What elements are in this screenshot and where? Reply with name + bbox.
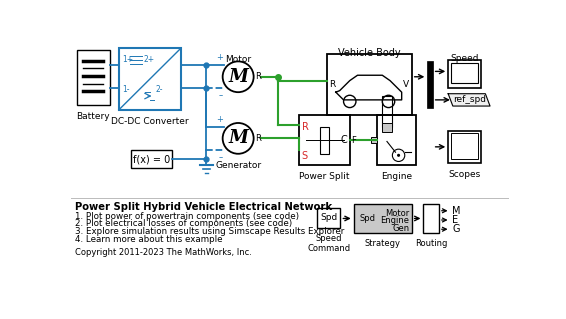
Text: Spd: Spd xyxy=(360,214,376,223)
Text: –: – xyxy=(218,153,222,162)
Text: F: F xyxy=(351,136,356,145)
Text: C: C xyxy=(341,135,348,145)
Bar xyxy=(377,115,415,165)
Bar xyxy=(451,63,478,83)
Text: Gen: Gen xyxy=(392,224,409,233)
Text: R: R xyxy=(329,80,335,89)
Text: Speed: Speed xyxy=(450,55,479,63)
Bar xyxy=(131,150,171,168)
Text: DC-DC Converter: DC-DC Converter xyxy=(111,117,188,126)
Text: f(x) = 0: f(x) = 0 xyxy=(132,154,170,164)
Text: 2-: 2- xyxy=(156,85,164,94)
Text: R: R xyxy=(255,134,261,143)
Text: Copyright 2011-2023 The MathWorks, Inc.: Copyright 2011-2023 The MathWorks, Inc. xyxy=(75,248,252,257)
Text: 2+: 2+ xyxy=(144,55,155,63)
Circle shape xyxy=(222,123,254,154)
Text: Engine: Engine xyxy=(380,216,409,225)
Text: Scopes: Scopes xyxy=(448,170,481,179)
Bar xyxy=(448,60,481,87)
Circle shape xyxy=(222,61,254,92)
Text: Power Split: Power Split xyxy=(299,172,350,181)
Bar xyxy=(327,54,411,115)
Text: Power Split Hybrid Vehicle Electrical Network: Power Split Hybrid Vehicle Electrical Ne… xyxy=(75,202,332,212)
Text: 3. Explore simulation results using Simscape Results Explorer: 3. Explore simulation results using Sims… xyxy=(75,227,345,236)
Bar xyxy=(317,208,341,228)
Bar xyxy=(448,131,481,163)
Text: R: R xyxy=(255,72,261,81)
Text: Vehicle Body: Vehicle Body xyxy=(338,48,400,58)
Text: 4. Learn more about this example: 4. Learn more about this example xyxy=(75,235,223,244)
Circle shape xyxy=(344,95,356,108)
Text: M: M xyxy=(228,130,248,147)
Text: M: M xyxy=(228,68,248,86)
Text: –: – xyxy=(218,92,222,100)
Bar xyxy=(427,61,432,108)
Text: +: + xyxy=(216,115,222,124)
Bar xyxy=(77,50,109,105)
Bar xyxy=(354,204,411,233)
Circle shape xyxy=(397,154,400,157)
Text: 1. Plot power of powertrain components (see code): 1. Plot power of powertrain components (… xyxy=(75,211,299,220)
Text: Generator: Generator xyxy=(215,161,261,170)
Text: R: R xyxy=(302,122,308,132)
Text: Engine: Engine xyxy=(381,172,412,181)
Text: G: G xyxy=(452,224,460,234)
Bar xyxy=(381,96,392,127)
Text: Strategy: Strategy xyxy=(365,239,401,248)
Text: M: M xyxy=(452,206,461,216)
Text: +: + xyxy=(216,53,222,62)
Circle shape xyxy=(382,95,395,108)
Text: E: E xyxy=(452,215,458,225)
Bar xyxy=(381,123,392,132)
Bar xyxy=(320,127,329,154)
Text: Motor: Motor xyxy=(225,55,251,64)
Bar xyxy=(451,133,478,159)
Text: Motor: Motor xyxy=(385,209,409,218)
Polygon shape xyxy=(448,94,490,106)
Text: Routing: Routing xyxy=(415,239,447,248)
Text: V: V xyxy=(404,80,409,89)
Bar xyxy=(119,48,181,110)
Text: 1+: 1+ xyxy=(122,55,133,63)
Bar xyxy=(299,115,350,165)
Bar xyxy=(423,204,439,233)
Text: Spd: Spd xyxy=(320,213,337,222)
Text: 2. Plot electrical losses of components (see code): 2. Plot electrical losses of components … xyxy=(75,219,293,228)
Text: Speed
Command: Speed Command xyxy=(307,234,350,253)
Bar xyxy=(371,137,377,143)
Text: ref_spd: ref_spd xyxy=(453,95,486,104)
Text: 1-: 1- xyxy=(122,85,130,94)
Text: S: S xyxy=(302,151,308,161)
Text: Battery: Battery xyxy=(76,112,110,121)
